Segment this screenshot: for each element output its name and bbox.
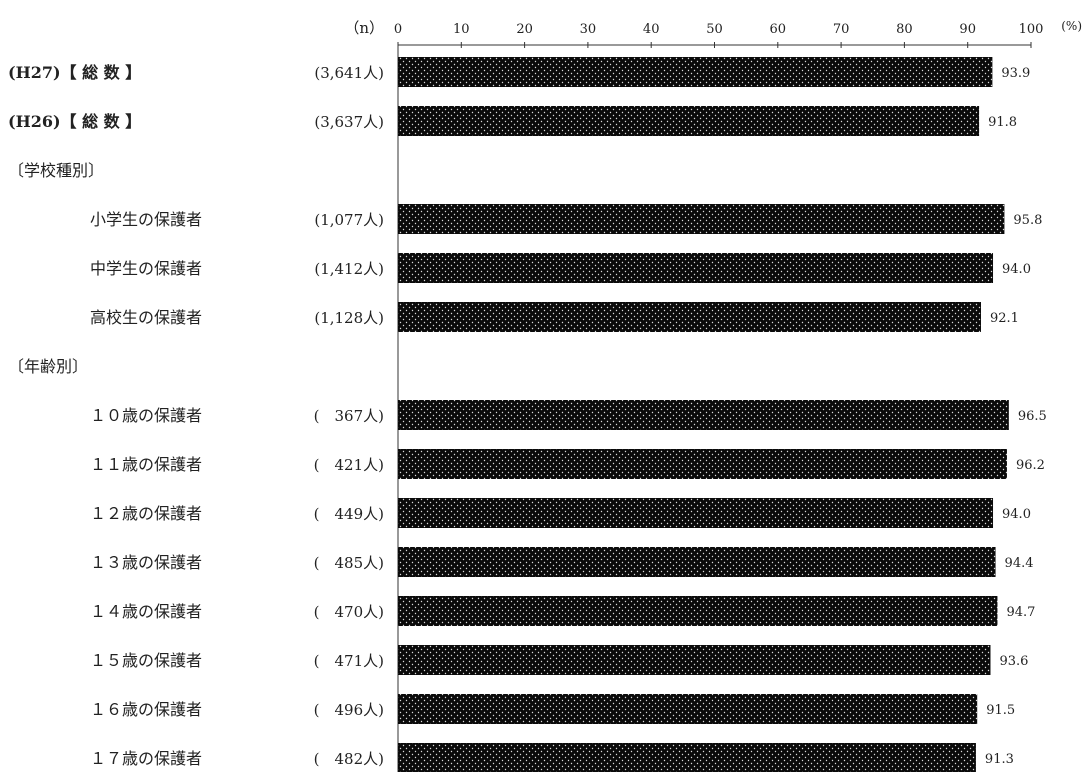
bar-row: １１歳の保護者 ( 421人) 96.2	[90, 449, 1045, 479]
sample-size-label: (1,412人)	[314, 260, 384, 278]
sample-size-label: (1,128人)	[314, 309, 384, 327]
category-label: 高校生の保護者	[90, 308, 202, 327]
value-label: 94.4	[1005, 556, 1034, 571]
bar-row: １０歳の保護者 ( 367人) 96.5	[90, 400, 1047, 430]
bar-row: 高校生の保護者 (1,128人) 92.1	[90, 302, 1019, 332]
value-label: 93.9	[1001, 66, 1030, 81]
group-heading-row: 〔学校種別〕	[8, 161, 104, 180]
bar	[398, 253, 994, 283]
x-tick-label: 60	[770, 22, 787, 37]
sample-size-label: (1,077人)	[314, 211, 384, 229]
value-label: 91.8	[988, 115, 1017, 130]
bar	[398, 596, 998, 626]
value-label: 94.0	[1002, 262, 1031, 277]
x-axis: （n） 0 10 20 30 40 50 60 70 80 90 100 (%)	[344, 19, 1082, 772]
x-tick-label: 100	[1019, 22, 1044, 37]
bar	[398, 645, 991, 675]
bar-row: １４歳の保護者 ( 470人) 94.7	[90, 596, 1035, 626]
bar-row: (H27)【 総 数 】 (3,641人) 93.9	[8, 57, 1030, 87]
x-tick-label: 30	[580, 22, 597, 37]
category-label: 中学生の保護者	[90, 259, 202, 278]
x-tick-label: 70	[833, 22, 850, 37]
bar-row: 中学生の保護者 (1,412人) 94.0	[90, 253, 1031, 283]
bar	[398, 449, 1007, 479]
bar-rows: (H27)【 総 数 】 (3,641人) 93.9 (H26)【 総 数 】 (3,6…	[8, 57, 1047, 773]
sample-size-label: ( 367人)	[314, 407, 384, 425]
x-tick-label: 0	[394, 22, 402, 37]
category-label: １４歳の保護者	[90, 602, 202, 621]
category-label: (H27)【 総 数 】	[8, 63, 141, 82]
x-tick-label: 80	[896, 22, 913, 37]
category-label: 小学生の保護者	[90, 210, 202, 229]
category-label: １７歳の保護者	[90, 749, 202, 768]
bar-row: (H26)【 総 数 】 (3,637人) 91.8	[8, 106, 1017, 136]
category-label: １３歳の保護者	[90, 553, 202, 572]
n-header: （n）	[344, 19, 384, 37]
x-tick-label: 20	[516, 22, 533, 37]
value-label: 94.7	[1006, 605, 1035, 620]
bar-row: １３歳の保護者 ( 485人) 94.4	[90, 547, 1034, 577]
bar	[398, 302, 981, 332]
group-heading: 〔年齢別〕	[8, 357, 88, 376]
x-tick-label: 50	[706, 22, 723, 37]
unit-label: (%)	[1061, 19, 1082, 33]
bar	[398, 106, 980, 136]
sample-size-label: ( 471人)	[314, 652, 384, 670]
sample-size-label: ( 421人)	[314, 456, 384, 474]
value-label: 94.0	[1002, 507, 1031, 522]
sample-size-label: ( 470人)	[314, 603, 384, 621]
sample-size-label: ( 485人)	[314, 554, 384, 572]
category-label: １５歳の保護者	[90, 651, 202, 670]
value-label: 95.8	[1013, 213, 1042, 228]
sample-size-label: ( 449人)	[314, 505, 384, 523]
sample-size-label: (3,637人)	[314, 113, 384, 131]
value-label: 93.6	[999, 654, 1028, 669]
category-label: １２歳の保護者	[90, 504, 202, 523]
bar-row: １５歳の保護者 ( 471人) 93.6	[90, 645, 1028, 675]
value-label: 96.2	[1016, 458, 1045, 473]
group-heading: 〔学校種別〕	[8, 161, 104, 180]
sample-size-label: ( 482人)	[314, 750, 384, 768]
category-label: (H26)【 総 数 】	[8, 112, 141, 131]
value-label: 92.1	[990, 311, 1019, 326]
bar-row: 小学生の保護者 (1,077人) 95.8	[90, 204, 1042, 234]
bar	[398, 204, 1005, 234]
bar-row: １７歳の保護者 ( 482人) 91.3	[90, 743, 1014, 773]
bar	[398, 694, 978, 724]
bar	[398, 547, 996, 577]
bar-row: １２歳の保護者 ( 449人) 94.0	[90, 498, 1031, 528]
x-tick-label: 10	[453, 22, 470, 37]
sample-size-label: (3,641人)	[314, 64, 384, 82]
bar	[398, 400, 1009, 430]
bar	[398, 57, 993, 87]
bar-row: １６歳の保護者 ( 496人) 91.5	[90, 694, 1015, 724]
value-label: 96.5	[1018, 409, 1047, 424]
category-label: １６歳の保護者	[90, 700, 202, 719]
category-label: １１歳の保護者	[90, 455, 202, 474]
sample-size-label: ( 496人)	[314, 701, 384, 719]
bar	[398, 743, 976, 773]
x-tick-label: 90	[959, 22, 976, 37]
category-label: １０歳の保護者	[90, 406, 202, 425]
bar	[398, 498, 994, 528]
value-label: 91.3	[985, 752, 1014, 767]
x-tick-label: 40	[643, 22, 660, 37]
value-label: 91.5	[986, 703, 1015, 718]
group-heading-row: 〔年齢別〕	[8, 357, 88, 376]
